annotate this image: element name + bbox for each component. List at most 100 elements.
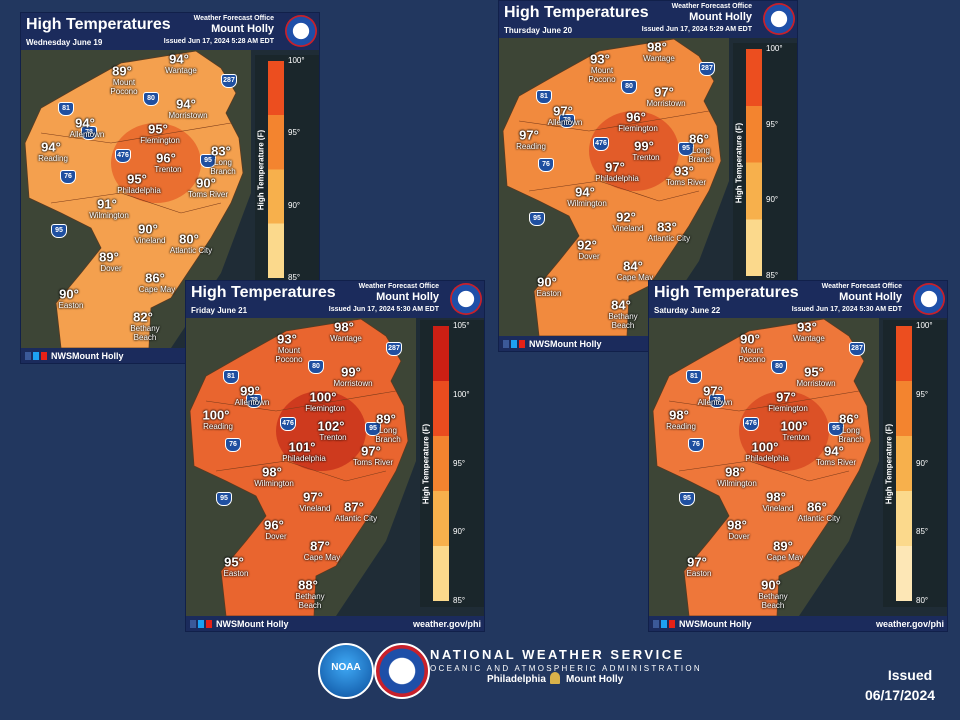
social-icon — [190, 620, 196, 628]
colorbar-tick: 100° — [453, 389, 470, 399]
highway-shield: 95 — [365, 422, 381, 436]
social-icon — [33, 352, 39, 360]
social-handle: NWSMount Holly — [679, 619, 752, 629]
highway-shield: 287 — [386, 342, 402, 356]
city-temp: 98° — [647, 39, 667, 55]
office-label: Weather Forecast Office — [193, 15, 274, 22]
city-name: Wantage — [793, 334, 825, 343]
highway-shield: 476 — [743, 417, 759, 431]
nws-logo — [374, 643, 430, 699]
city-temp: 97° — [519, 127, 539, 143]
city-temp: 95° — [127, 171, 147, 187]
county-lines — [518, 110, 710, 132]
city-name: Atlantic City — [169, 246, 213, 255]
noaa-logo: NOAA — [318, 643, 374, 699]
colorbar-tick: 90° — [288, 200, 301, 210]
city-temp: 99° — [341, 364, 361, 380]
highway-shield: 95 — [678, 142, 694, 156]
colorbar — [268, 61, 284, 278]
city-name: Cape May — [766, 553, 804, 562]
colorbar-box — [255, 55, 319, 284]
city-name: Long Branch — [210, 158, 236, 176]
city-name: Morristown — [796, 379, 836, 388]
office-label: Weather Forecast Office — [671, 3, 752, 10]
city-name: Reading — [666, 422, 696, 431]
city-temp: 89° — [112, 63, 132, 79]
colorbar-tick: 90° — [766, 195, 779, 205]
county-lines — [40, 122, 232, 144]
city-name: Vineland — [299, 504, 331, 513]
noaa-logo-text: NOAA — [331, 662, 361, 673]
social-handle: NWSMount Holly — [529, 339, 602, 349]
city-temp: 87° — [344, 499, 364, 515]
forecast-panel: 81 80 287 78 476 95 76 95 98° Wantage 93° Mount Poc… — [185, 280, 485, 632]
office-city: Philadelphia — [487, 674, 546, 685]
city-name: Philadelphia — [282, 454, 326, 463]
city-temp: 88° — [298, 577, 318, 593]
panel-header: High Temperatures Weather Forecast Office… — [649, 281, 947, 318]
website: weather.gov/phi — [875, 619, 944, 629]
city-temp: 86° — [807, 499, 827, 515]
highway-shield: 80 — [771, 360, 787, 374]
city-name: Allentown — [697, 398, 733, 407]
city-name: Atlantic City — [334, 514, 378, 523]
city-name: Reading — [38, 154, 68, 163]
colorbar-tick: 80° — [916, 596, 929, 605]
panel-title: High Temperatures — [26, 16, 171, 33]
highway-shield: 76 — [538, 158, 554, 172]
panel-footer: NWSMount Holly weather.gov/phi — [649, 616, 947, 631]
colorbar-tick: 85° — [453, 596, 466, 605]
city-temp: 95° — [224, 554, 244, 570]
city-name: Mount Pocono — [588, 66, 616, 84]
city-name: Mount Pocono — [738, 346, 766, 364]
city-name: Toms River — [187, 190, 228, 199]
panel-title: High Temperatures — [191, 284, 336, 301]
city-name: Morristown — [646, 99, 686, 108]
city-name: Atlantic City — [647, 234, 691, 243]
colorbar-tick: 85° — [288, 273, 301, 282]
highway-shield: 95 — [828, 422, 844, 436]
colorbar — [746, 49, 762, 276]
highway-shield: 95 — [679, 492, 695, 506]
highway-shield: 81 — [223, 370, 239, 384]
colorbar-tick: 95° — [766, 119, 779, 129]
city-temp: 94° — [75, 115, 95, 131]
social-icon — [519, 340, 525, 348]
office-label: Weather Forecast Office — [358, 283, 439, 290]
highway-shield: 78 — [709, 394, 725, 408]
city-name: Toms River — [815, 458, 856, 467]
city-name: Wantage — [330, 334, 362, 343]
colorbar-tick: 105° — [453, 321, 470, 330]
county-lines — [215, 460, 387, 482]
city-name: Trenton — [319, 433, 347, 442]
city-name: Easton — [223, 569, 249, 578]
city-temp: 83° — [657, 219, 677, 235]
city-temp: 97° — [605, 159, 625, 175]
colorbar — [896, 326, 912, 601]
city-name: Toms River — [665, 178, 706, 187]
city-name: Flemington — [618, 124, 658, 133]
city-temp: 97° — [303, 489, 323, 505]
city-temp: 97° — [703, 383, 723, 399]
city-temp: 100° — [780, 418, 808, 434]
city-temp: 96° — [156, 150, 176, 166]
colorbar-tick: 85° — [916, 527, 929, 537]
city-temp: 97° — [776, 389, 796, 405]
social-icon — [198, 620, 204, 628]
forecast-area — [24, 50, 244, 348]
highway-shield: 287 — [849, 342, 865, 356]
city-name: Reading — [203, 422, 233, 431]
social-handle: NWSMount Holly — [51, 351, 124, 361]
issued-time: Issued Jun 17, 2024 5:28 AM EDT — [163, 38, 274, 45]
social-icon — [41, 352, 47, 360]
city-name: Philadelphia — [595, 174, 639, 183]
city-temp: 83° — [211, 143, 231, 159]
colorbar — [433, 326, 449, 601]
city-name: Vineland — [762, 504, 794, 513]
panel-title: High Temperatures — [504, 4, 649, 21]
forecast-area — [652, 318, 872, 616]
city-name: Bethany Beach — [130, 324, 160, 342]
city-temp: 98° — [725, 464, 745, 480]
office-name: Mount Holly — [376, 291, 439, 303]
social-icon — [669, 620, 675, 628]
